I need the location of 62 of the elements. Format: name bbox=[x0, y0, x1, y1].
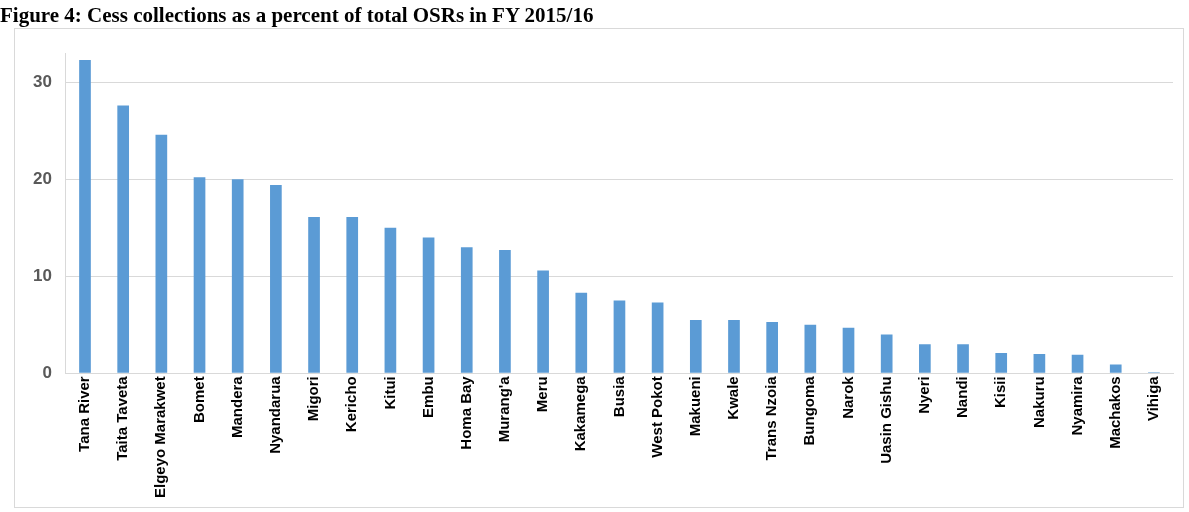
x-tick-label: Homa Bay bbox=[456, 375, 474, 450]
y-tick-label: 20 bbox=[32, 168, 52, 188]
bar bbox=[79, 59, 91, 373]
x-tick-label: Migori bbox=[304, 376, 322, 422]
x-tick-label: Nakuru bbox=[1029, 376, 1047, 428]
bar bbox=[460, 247, 473, 373]
bar bbox=[346, 217, 359, 373]
x-tick-label: Nyandarua bbox=[266, 375, 284, 454]
x-tick-label: Meru bbox=[533, 376, 551, 413]
x-tick-label: Uasin Gishu bbox=[876, 376, 894, 464]
bar bbox=[422, 237, 435, 373]
x-tick-label: Kericho bbox=[342, 376, 360, 433]
bar bbox=[728, 319, 740, 373]
chart-title: Figure 4: Cess collections as a percent of total OSRs in FY 2015/16 bbox=[0, 2, 595, 28]
x-tick-label: Taita Taveta bbox=[113, 375, 131, 461]
bar bbox=[231, 179, 244, 373]
x-tick-label: Elgeyo Marakwet bbox=[151, 376, 169, 498]
bar bbox=[575, 292, 588, 373]
x-tick-label: Mandera bbox=[227, 375, 245, 438]
x-tick-label: Machakos bbox=[1105, 376, 1123, 449]
bar bbox=[155, 134, 168, 373]
bar bbox=[804, 324, 817, 373]
bar bbox=[1033, 353, 1046, 373]
x-tick-label: Bomet bbox=[189, 376, 207, 423]
bar bbox=[384, 227, 397, 373]
x-tick-label: Busia bbox=[609, 375, 627, 418]
bar bbox=[1109, 364, 1122, 373]
bar bbox=[537, 270, 549, 373]
x-tick-label: Murang'a bbox=[495, 375, 513, 443]
x-tick-label: Tana River bbox=[75, 376, 93, 452]
x-tick-label: West Pokot bbox=[647, 376, 665, 458]
bar bbox=[689, 319, 702, 373]
y-tick-label: 0 bbox=[42, 362, 52, 382]
x-tick-label: Nandi bbox=[953, 376, 971, 418]
bar bbox=[193, 177, 206, 373]
bar bbox=[880, 334, 893, 373]
bar bbox=[117, 105, 130, 373]
bar bbox=[957, 344, 969, 373]
x-tick-label: Nyeri bbox=[915, 376, 932, 414]
y-tick-label: 30 bbox=[32, 71, 52, 91]
bar bbox=[499, 250, 511, 373]
bar bbox=[651, 302, 664, 373]
x-tick-label: Nyamira bbox=[1067, 375, 1085, 436]
bar bbox=[613, 300, 626, 373]
x-tick-label: Kitui bbox=[380, 376, 398, 410]
bar bbox=[1071, 354, 1084, 373]
bar bbox=[270, 185, 282, 373]
x-tick-label: Kakamega bbox=[571, 375, 589, 452]
bar bbox=[308, 217, 320, 373]
x-tick-label: Vihiga bbox=[1144, 375, 1162, 422]
bar bbox=[919, 344, 931, 373]
x-tick-label: Trans Nzoia bbox=[762, 375, 780, 461]
y-tick-label: 10 bbox=[32, 265, 52, 285]
x-tick-label: Makueni bbox=[685, 376, 703, 437]
bar bbox=[842, 327, 855, 373]
bar bbox=[995, 352, 1008, 373]
x-tick-label: Kwale bbox=[724, 376, 742, 420]
x-tick-label: Narok bbox=[838, 375, 856, 419]
x-tick-label: Embu bbox=[418, 376, 436, 418]
x-tick-label: Kisii bbox=[991, 376, 1009, 408]
x-tick-label: Bungoma bbox=[800, 375, 818, 446]
bar bbox=[766, 321, 778, 373]
